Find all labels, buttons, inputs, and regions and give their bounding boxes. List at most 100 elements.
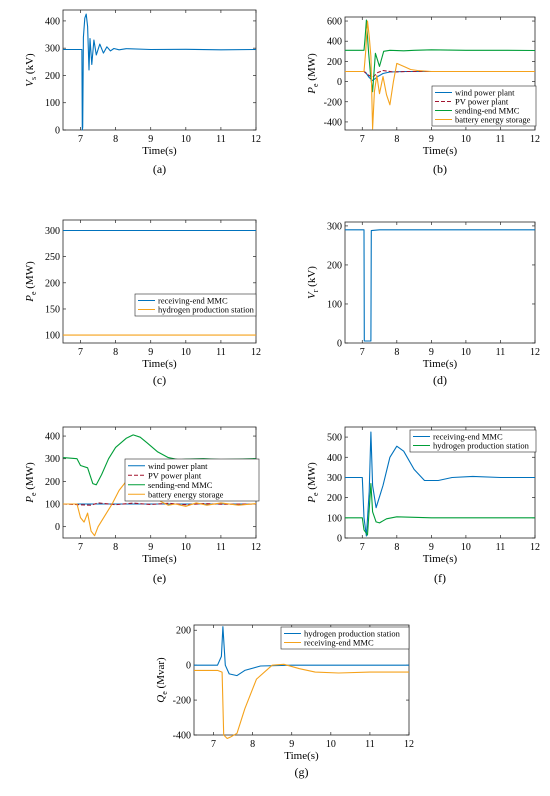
- x-tick-label: 10: [326, 739, 336, 750]
- x-tick-label: 12: [251, 134, 261, 145]
- y-tick-label: 100: [45, 500, 60, 511]
- y-tick-label: 0: [186, 661, 191, 672]
- x-axis-label: Time(s): [142, 553, 177, 565]
- legend-entry: PV power plant: [148, 470, 202, 480]
- y-tick-label: 200: [327, 57, 342, 68]
- x-tick-label: 7: [78, 542, 83, 553]
- x-tick-label: 7: [78, 134, 83, 145]
- plot-area: [344, 221, 536, 344]
- x-tick-label: 8: [113, 134, 118, 145]
- x-tick-label: 9: [429, 542, 434, 553]
- x-tick-label: 12: [530, 347, 540, 358]
- legend-entry: hydrogen production station: [158, 305, 255, 315]
- x-tick-label: 8: [394, 134, 399, 145]
- x-tick-label: 8: [250, 739, 255, 750]
- legend-box: [280, 626, 410, 650]
- legend-entry: receiving-end MMC: [304, 638, 374, 648]
- x-axis-label: Time(s): [423, 553, 458, 565]
- y-axis-label: Pe (MW): [24, 261, 38, 303]
- legend-entry: sending-end MMC: [455, 106, 520, 116]
- plot-area: [344, 426, 536, 539]
- panel-caption: (c): [153, 373, 166, 387]
- plot-area: [62, 219, 257, 344]
- x-axis-label: Time(s): [423, 145, 458, 157]
- x-tick-label: 10: [181, 347, 191, 358]
- legend-entry: sending-end MMC: [148, 480, 213, 490]
- series-line: [345, 431, 535, 537]
- x-tick-label: 9: [429, 134, 434, 145]
- series-line: [345, 482, 535, 536]
- x-axis-label: Time(s): [284, 750, 319, 762]
- series-line: [345, 229, 535, 342]
- x-tick-label: 10: [461, 347, 471, 358]
- y-tick-label: 200: [45, 477, 60, 488]
- series-line: [194, 663, 409, 740]
- x-tick-label: 10: [461, 134, 471, 145]
- x-tick-label: 9: [429, 347, 434, 358]
- x-tick-label: 8: [394, 542, 399, 553]
- y-tick-label: -400: [173, 731, 191, 742]
- y-tick-label: 300: [45, 226, 60, 237]
- x-tick-label: 12: [530, 134, 540, 145]
- y-tick-label: 100: [45, 98, 60, 109]
- chart-panel: 7 8 9 10 11 12 0 100 200 300 400 Time(s) Vs (kV) (a): [24, 9, 261, 176]
- x-tick-label: 11: [496, 542, 506, 553]
- chart-panel: 7 8 9 10 11 12 0 100 200 300 400 Time(s) Pe (MW) wind…: [24, 426, 261, 585]
- legend-entry: receiving-end MMC: [158, 296, 228, 306]
- x-tick-label: 9: [289, 739, 294, 750]
- x-tick-label: 11: [365, 739, 375, 750]
- y-tick-label: 400: [45, 432, 60, 443]
- panel-caption: (g): [295, 765, 309, 779]
- panel-caption: (d): [433, 373, 447, 387]
- y-tick-label: -200: [324, 97, 342, 108]
- x-tick-label: 7: [360, 542, 365, 553]
- plot-area: [193, 624, 410, 736]
- x-tick-label: 7: [360, 134, 365, 145]
- panel-caption: (b): [433, 162, 447, 176]
- y-axis-label: Pe (MW): [24, 462, 38, 504]
- plot-area: [344, 16, 536, 131]
- legend-entry: hydrogen production station: [304, 629, 401, 639]
- y-tick-label: 0: [337, 77, 342, 88]
- legend-entry: PV power plant: [455, 97, 509, 107]
- series-line: [63, 13, 257, 131]
- x-tick-label: 12: [404, 739, 414, 750]
- x-tick-label: 9: [148, 347, 153, 358]
- x-tick-label: 7: [360, 347, 365, 358]
- chart-panel: 7 8 9 10 11 12 100 150 200 250 300 Time(s) Pe (MW) re…: [24, 219, 261, 387]
- legend-box: [409, 429, 537, 453]
- y-tick-label: 0: [337, 534, 342, 545]
- y-axis-label: Vr (kV): [306, 266, 320, 299]
- y-tick-label: 250: [45, 252, 60, 263]
- y-tick-label: 200: [176, 626, 191, 637]
- chart-panel: 7 8 9 10 11 12 -400 -200 0 200 400 600 Time(s) Pe (MW…: [306, 17, 540, 176]
- plot-area: [62, 9, 257, 131]
- x-tick-label: 7: [78, 347, 83, 358]
- y-axis-label: Pe (MW): [306, 462, 320, 504]
- panel-caption: (f): [434, 571, 446, 585]
- x-tick-label: 11: [216, 542, 226, 553]
- x-axis-label: Time(s): [142, 358, 177, 370]
- y-tick-label: 300: [45, 454, 60, 465]
- legend-entry: battery energy storage: [148, 489, 224, 499]
- legend-entry: wind power plant: [148, 461, 208, 471]
- y-tick-label: 100: [45, 331, 60, 342]
- x-tick-label: 8: [113, 347, 118, 358]
- x-tick-label: 7: [211, 739, 216, 750]
- x-tick-label: 12: [530, 542, 540, 553]
- y-tick-label: 400: [327, 453, 342, 464]
- chart-panel: 7 8 9 10 11 12 -400 -200 0 200 Time(s) Qe (Mvar) hyd…: [155, 624, 414, 779]
- legend-box: [134, 293, 257, 317]
- y-tick-label: 300: [327, 473, 342, 484]
- series-line: [345, 69, 535, 79]
- y-axis-label: Vs (kV): [24, 53, 38, 87]
- x-tick-label: 11: [496, 347, 506, 358]
- chart-panel: 7 8 9 10 11 12 0 100 200 300 400 500 Time(s) Pe (MW) r…: [306, 426, 540, 585]
- y-tick-label: 600: [327, 17, 342, 28]
- y-tick-label: 200: [327, 260, 342, 271]
- legend-entry: hydrogen production station: [433, 441, 530, 451]
- y-tick-label: 200: [327, 493, 342, 504]
- x-tick-label: 10: [181, 542, 191, 553]
- x-tick-label: 10: [461, 542, 471, 553]
- y-tick-label: 100: [327, 299, 342, 310]
